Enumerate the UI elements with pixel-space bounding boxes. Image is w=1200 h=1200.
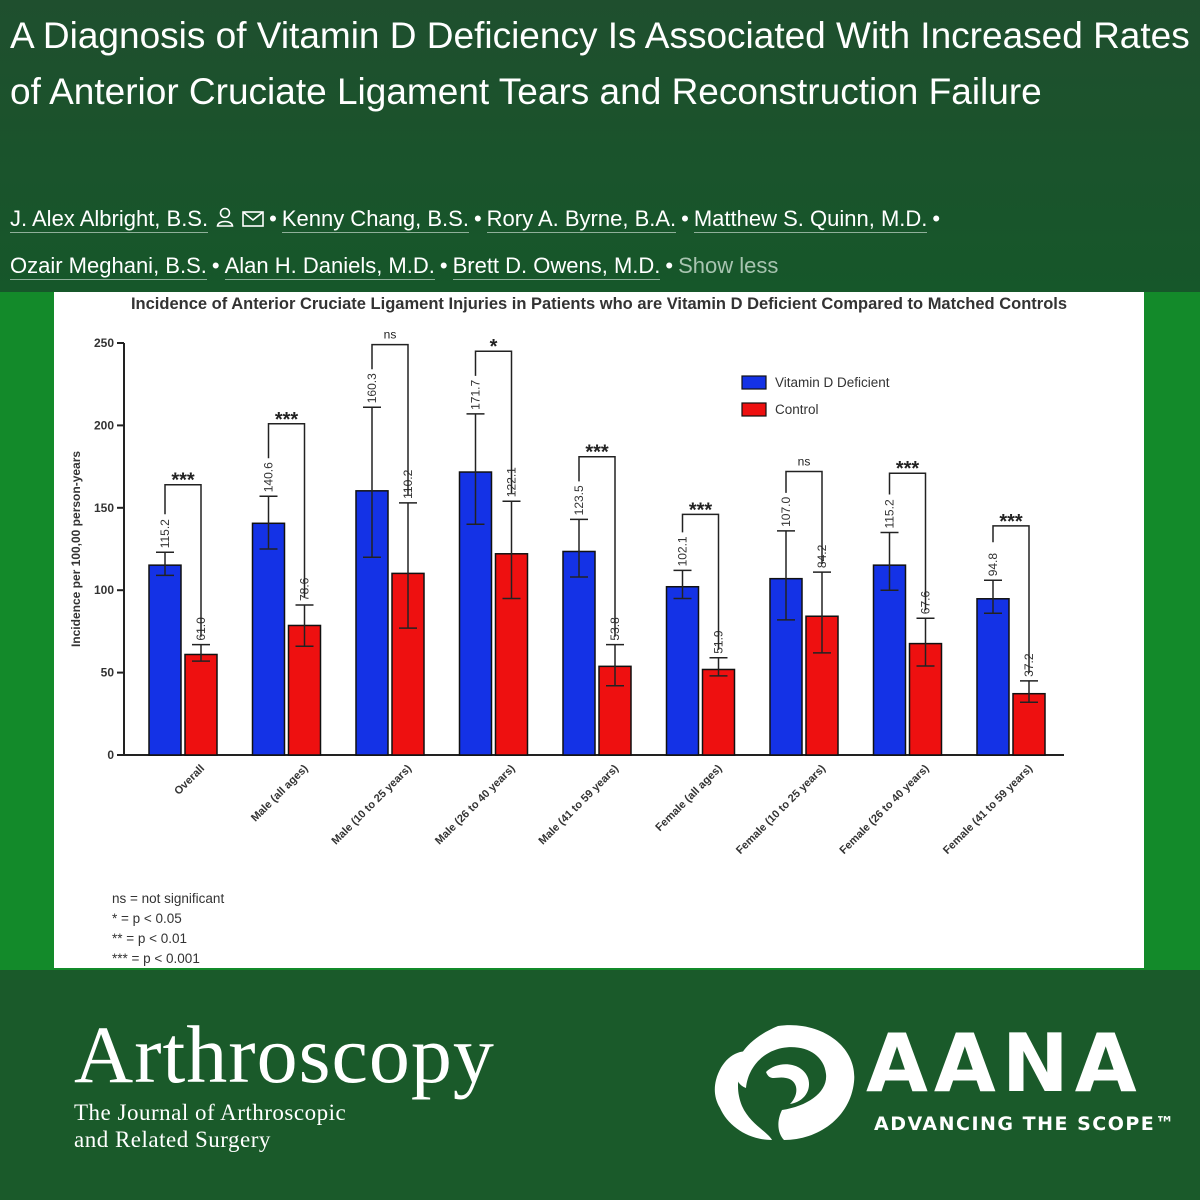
bar [701, 668, 736, 756]
author-link[interactable]: Ozair Meghani, B.S. [10, 253, 207, 281]
author-list: J. Alex Albright, B.S. • Kenny Chang, B.S.… [10, 196, 1195, 289]
significance-bracket [992, 525, 1030, 673]
x-tick-label: Female (41 to 59 years) [941, 762, 1035, 856]
bar [665, 585, 700, 756]
bar [287, 624, 322, 756]
y-tick-label: 250 [94, 336, 114, 350]
y-axis-label: Incidence per 100,00 person-years [69, 451, 83, 647]
x-tick-label: Overall [172, 763, 207, 798]
legend-swatch [741, 402, 767, 417]
significance-bracket [681, 513, 720, 650]
y-tick-label: 200 [94, 418, 114, 432]
significance-label: *** [171, 470, 195, 492]
footer-branding [0, 970, 1200, 1200]
data-label: 160.3 [365, 373, 379, 403]
x-tick-label: Male (26 to 40 years) [433, 762, 518, 847]
journal-name: Arthroscopy [74, 1009, 495, 1100]
x-tick-label: Female (all ages) [653, 762, 724, 833]
data-label: 123.5 [572, 485, 586, 515]
bar [976, 598, 1010, 756]
legend-swatch [741, 375, 767, 390]
significance-bracket [267, 423, 306, 598]
aana-tagline: ADVANCING THE SCOPE™ [874, 1113, 1176, 1135]
significance-bracket [578, 455, 616, 637]
aana-knee-logo-icon [714, 1025, 855, 1140]
bar [184, 653, 218, 756]
y-tick-label: 100 [94, 583, 114, 597]
significance-label: ns [798, 455, 811, 469]
author-link[interactable]: Rory A. Byrne, B.A. [486, 206, 677, 233]
article-title: A Diagnosis of Vitamin D Deficiency Is A… [10, 15, 1190, 112]
x-tick-label: Male (all ages) [249, 762, 311, 824]
separator-dot: • [211, 253, 220, 279]
significance-label: *** [896, 458, 920, 480]
significance-footnote: ns = not significant [112, 891, 224, 906]
x-tick-label: Female (10 to 25 years) [734, 762, 828, 856]
separator-dot: • [269, 206, 277, 231]
show-less-link[interactable]: Show less [678, 253, 779, 279]
significance-label: *** [275, 409, 299, 431]
separator-dot: • [439, 253, 448, 279]
significance-bracket [164, 483, 202, 637]
bar [1012, 692, 1046, 756]
y-tick-label: 50 [101, 666, 115, 680]
separator-dot: • [932, 206, 941, 231]
aana-wordmark: AANA [866, 1017, 1143, 1110]
x-tick-label: Male (41 to 59 years) [537, 762, 622, 847]
data-label: 102.1 [676, 536, 690, 566]
separator-dot: • [681, 206, 689, 231]
author-link[interactable]: Kenny Chang, B.S. [281, 206, 469, 233]
separator-dot: • [473, 206, 482, 231]
data-label: 94.8 [986, 553, 1000, 577]
mail-icon[interactable] [242, 197, 264, 243]
significance-footnote: *** = p < 0.001 [112, 951, 200, 966]
significance-bracket [888, 472, 927, 611]
bar [562, 550, 596, 756]
data-label: 107.0 [779, 497, 793, 527]
data-label: 115.2 [883, 499, 897, 528]
significance-label: * [490, 336, 498, 358]
significance-label: *** [999, 511, 1023, 533]
separator-dot: • [665, 253, 674, 279]
legend-entry: Vitamin D Deficient [775, 375, 890, 390]
author-link[interactable]: Alan H. Daniels, M.D. [224, 253, 435, 281]
significance-label: ns [384, 328, 397, 342]
chart-title: Incidence of Anterior Cruciate Ligament … [131, 295, 1067, 313]
significance-label: *** [585, 442, 609, 464]
significance-footnote: * = p < 0.05 [112, 911, 182, 926]
data-label: 115.2 [158, 519, 172, 548]
author-link[interactable]: Brett D. Owens, M.D. [452, 253, 661, 281]
author-link[interactable]: J. Alex Albright, B.S. [10, 206, 209, 233]
bar [872, 564, 907, 756]
person-icon[interactable] [216, 197, 234, 243]
bar-chart: Incidence of Anterior Cruciate Ligament … [69, 295, 1067, 966]
significance-bracket [785, 470, 823, 565]
journal-subtitle-line-1: The Journal of Arthroscopic [74, 1100, 347, 1125]
x-tick-label: Male (10 to 25 years) [330, 762, 415, 847]
significance-bracket [474, 350, 513, 494]
article-header: A Diagnosis of Vitamin D Deficiency Is A… [0, 0, 1200, 292]
x-tick-label: Female (26 to 40 years) [838, 762, 932, 856]
chart-figure: Incidence of Anterior Cruciate Ligament … [54, 292, 1144, 968]
bar [251, 522, 286, 756]
significance-footnote: ** = p < 0.01 [112, 931, 187, 946]
significance-bracket [371, 343, 409, 495]
y-tick-label: 0 [107, 748, 114, 762]
journal-subtitle-line-2: and Related Surgery [74, 1127, 271, 1152]
bar [148, 564, 182, 756]
data-label: 140.6 [262, 462, 276, 492]
significance-label: *** [689, 499, 713, 521]
y-tick-label: 150 [94, 501, 114, 515]
data-label: 171.7 [469, 380, 483, 410]
legend-entry: Control [775, 402, 819, 417]
author-link[interactable]: Matthew S. Quinn, M.D. [693, 206, 928, 233]
